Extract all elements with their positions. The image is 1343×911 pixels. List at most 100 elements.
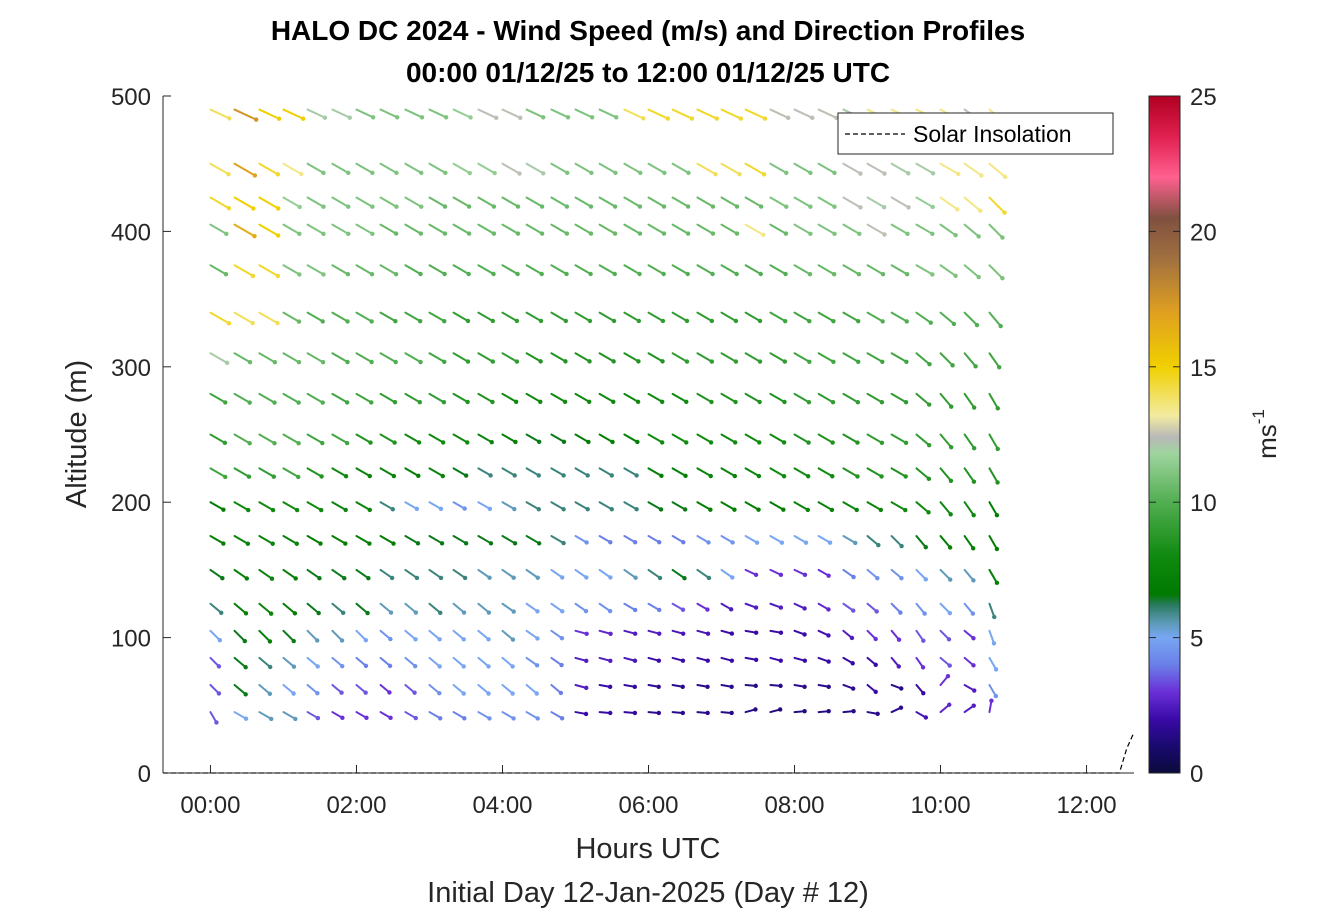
wind-vector-head bbox=[632, 540, 638, 545]
wind-vector-head bbox=[756, 507, 761, 512]
wind-vector bbox=[428, 223, 447, 235]
wind-vector-head bbox=[757, 399, 762, 405]
wind-vector-head bbox=[656, 658, 662, 663]
wind-vector-head bbox=[536, 507, 541, 512]
wind-vector-head bbox=[536, 541, 542, 546]
wind-vector-head bbox=[903, 440, 909, 446]
wind-vector bbox=[671, 467, 687, 477]
wind-vector-head bbox=[808, 231, 813, 237]
wind-vector-head bbox=[512, 473, 517, 478]
wind-vector bbox=[306, 602, 320, 615]
wind-vector bbox=[988, 196, 1006, 214]
wind-vector bbox=[915, 568, 927, 581]
wind-vector-head bbox=[563, 318, 569, 324]
wind-vector bbox=[282, 467, 300, 478]
wind-vector-head bbox=[709, 359, 715, 364]
wind-vector bbox=[452, 683, 465, 695]
wind-vector bbox=[306, 433, 324, 445]
wind-vector bbox=[331, 223, 350, 235]
wind-vector bbox=[744, 467, 760, 478]
wind-vector-head bbox=[269, 576, 275, 581]
wind-vector-head bbox=[950, 363, 955, 368]
wind-vector bbox=[452, 196, 471, 208]
wind-vector-head bbox=[488, 541, 494, 546]
wind-vector-head bbox=[267, 639, 273, 644]
wind-vector-head bbox=[466, 231, 472, 236]
wind-vector-head bbox=[320, 400, 325, 405]
wind-vector-head bbox=[584, 631, 589, 637]
wind-vector-head bbox=[293, 716, 298, 722]
wind-vector-head bbox=[389, 575, 395, 581]
x-tick-label: 08:00 bbox=[764, 792, 824, 819]
wind-vector-head bbox=[657, 607, 662, 613]
wind-vector bbox=[331, 501, 347, 511]
wind-vector-head bbox=[296, 400, 301, 405]
wind-vector bbox=[258, 433, 276, 445]
wind-vector-head bbox=[511, 716, 516, 721]
wind-vector bbox=[233, 711, 248, 720]
wind-vector-head bbox=[607, 684, 613, 690]
wind-vector bbox=[915, 311, 932, 324]
wind-vector-head bbox=[613, 170, 618, 176]
wind-vector bbox=[550, 501, 565, 511]
wind-vector-head bbox=[512, 541, 518, 546]
wind-vector bbox=[379, 108, 399, 119]
wind-vector bbox=[452, 602, 466, 614]
wind-vector bbox=[331, 467, 348, 478]
wind-vector-head bbox=[393, 231, 399, 236]
wind-vector-head bbox=[487, 506, 493, 512]
wind-vector-head bbox=[227, 116, 232, 121]
wind-vector-head bbox=[994, 512, 1000, 518]
wind-vector-head bbox=[802, 572, 808, 577]
wind-vector-head bbox=[345, 319, 350, 324]
wind-vector bbox=[331, 108, 351, 119]
wind-vector-head bbox=[949, 404, 954, 409]
wind-vector bbox=[574, 196, 593, 208]
wind-vector bbox=[452, 223, 471, 235]
wind-vector-head bbox=[584, 540, 589, 545]
wind-vector bbox=[671, 223, 690, 235]
wind-vector bbox=[598, 568, 612, 579]
wind-vector-head bbox=[808, 204, 813, 209]
wind-vector-head bbox=[659, 440, 665, 445]
wind-vector-head bbox=[315, 715, 321, 721]
wind-vector-head bbox=[972, 688, 977, 693]
wind-vector-head bbox=[926, 476, 932, 481]
wind-vector bbox=[574, 568, 588, 579]
wind-vector-head bbox=[267, 664, 273, 670]
wind-vector-head bbox=[564, 204, 570, 209]
wind-vector bbox=[331, 535, 347, 545]
wind-vector-head bbox=[738, 116, 744, 121]
wind-vector-head bbox=[830, 440, 835, 445]
wind-vector-head bbox=[565, 115, 571, 120]
wind-vector-head bbox=[1002, 210, 1007, 215]
wind-vector-head bbox=[662, 170, 667, 176]
wind-vector bbox=[720, 433, 737, 444]
wind-vector-head bbox=[685, 231, 691, 236]
wind-vector bbox=[282, 501, 299, 512]
wind-vector bbox=[209, 467, 227, 478]
wind-vector-head bbox=[344, 400, 350, 405]
wind-vector-head bbox=[584, 685, 589, 691]
wind-vector-head bbox=[250, 273, 256, 279]
wind-vector-head bbox=[851, 574, 856, 580]
wind-vector bbox=[306, 629, 319, 642]
wind-vector-head bbox=[947, 702, 952, 707]
wind-vector-head bbox=[346, 231, 351, 237]
wind-vector-head bbox=[226, 321, 232, 326]
wind-vector bbox=[988, 311, 1002, 328]
wind-vector bbox=[720, 223, 739, 235]
wind-vector-head bbox=[345, 272, 351, 277]
wind-vector bbox=[379, 352, 397, 364]
wind-vector bbox=[817, 352, 835, 363]
wind-vector-head bbox=[734, 231, 740, 236]
wind-vector-head bbox=[928, 320, 933, 325]
wind-vector-head bbox=[321, 231, 326, 237]
wind-vector-head bbox=[443, 170, 448, 176]
wind-vector-head bbox=[826, 684, 831, 689]
wind-vector-head bbox=[876, 542, 881, 548]
wind-vector-head bbox=[705, 658, 710, 663]
wind-vector-head bbox=[589, 170, 594, 176]
wind-vector-head bbox=[782, 399, 787, 405]
x-tick-label: 00:00 bbox=[180, 792, 240, 819]
